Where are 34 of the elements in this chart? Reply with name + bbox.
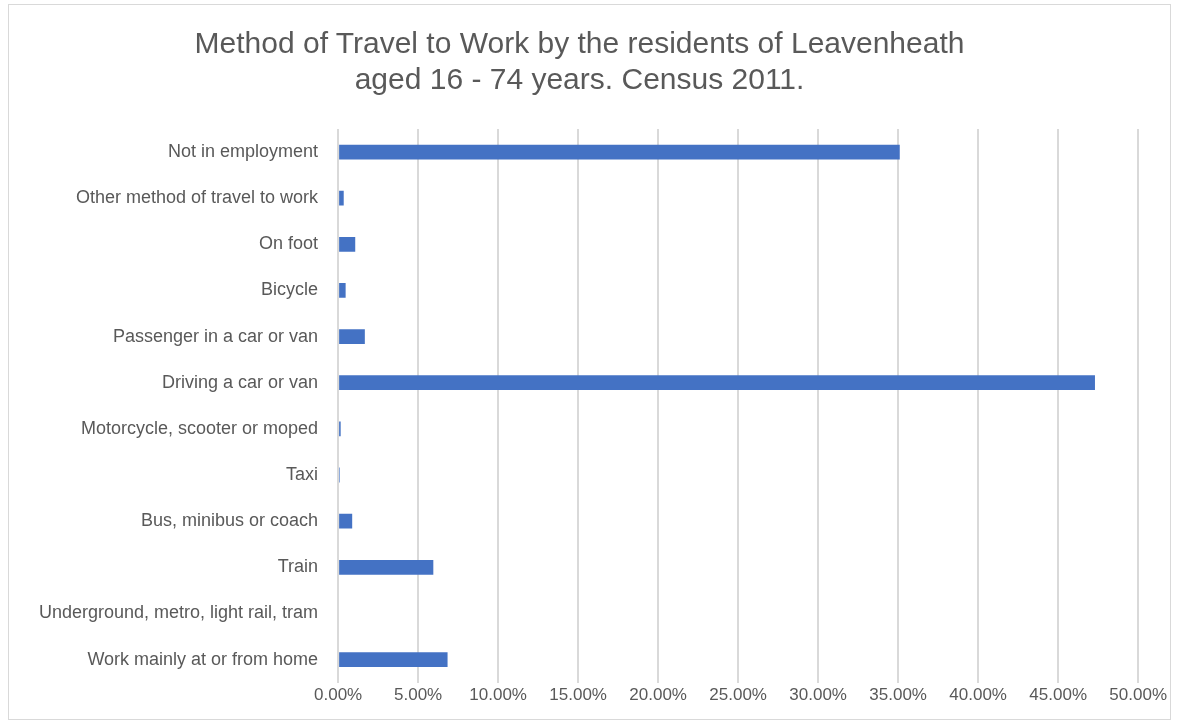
- bar: [339, 329, 365, 344]
- y-tick-label: Work mainly at or from home: [87, 648, 319, 669]
- y-tick-label: Underground, metro, light rail, tram: [38, 602, 319, 623]
- bar: [339, 375, 1095, 391]
- x-tick-label: 15.00%: [549, 685, 607, 705]
- y-tick-label: Train: [277, 556, 319, 577]
- x-tick-label: 30.00%: [789, 685, 847, 705]
- y-tick-label: Taxi: [286, 463, 319, 484]
- y-tick-label: Bicycle: [261, 279, 319, 300]
- y-tick-label: On foot: [259, 233, 319, 254]
- x-tick-label: 50.00%: [1109, 685, 1168, 705]
- y-tick-label: Other method of travel to work: [76, 187, 320, 208]
- y-tick-label: Not in employment: [168, 141, 319, 162]
- x-tick-label: 10.00%: [469, 685, 527, 705]
- bar: [339, 513, 353, 529]
- y-tick-label: Bus, minibus or coach: [141, 510, 319, 531]
- y-tick-label: Driving a car or van: [162, 371, 319, 392]
- y-tick-label: Motorcycle, scooter or moped: [81, 417, 319, 438]
- x-tick-label: 25.00%: [709, 685, 767, 705]
- x-tick-label: 20.00%: [629, 685, 687, 705]
- x-tick-label: 0.00%: [314, 685, 363, 705]
- x-tick-label: 40.00%: [949, 685, 1007, 705]
- text: Method of Travel to Work by the residents of Leavenheath: [194, 26, 965, 60]
- bar: [339, 652, 448, 667]
- x-tick-label: 45.00%: [1029, 685, 1087, 705]
- bar: [339, 559, 434, 575]
- x-tick-label: 5.00%: [394, 685, 443, 705]
- bar: [339, 144, 900, 160]
- bar: [339, 190, 344, 206]
- bar: [339, 236, 356, 252]
- text: aged 16 - 74 years. Census 2011.: [354, 62, 805, 96]
- bar: [339, 283, 346, 298]
- y-tick-label: Passenger in a car or van: [112, 325, 319, 346]
- x-tick-label: 35.00%: [869, 685, 927, 705]
